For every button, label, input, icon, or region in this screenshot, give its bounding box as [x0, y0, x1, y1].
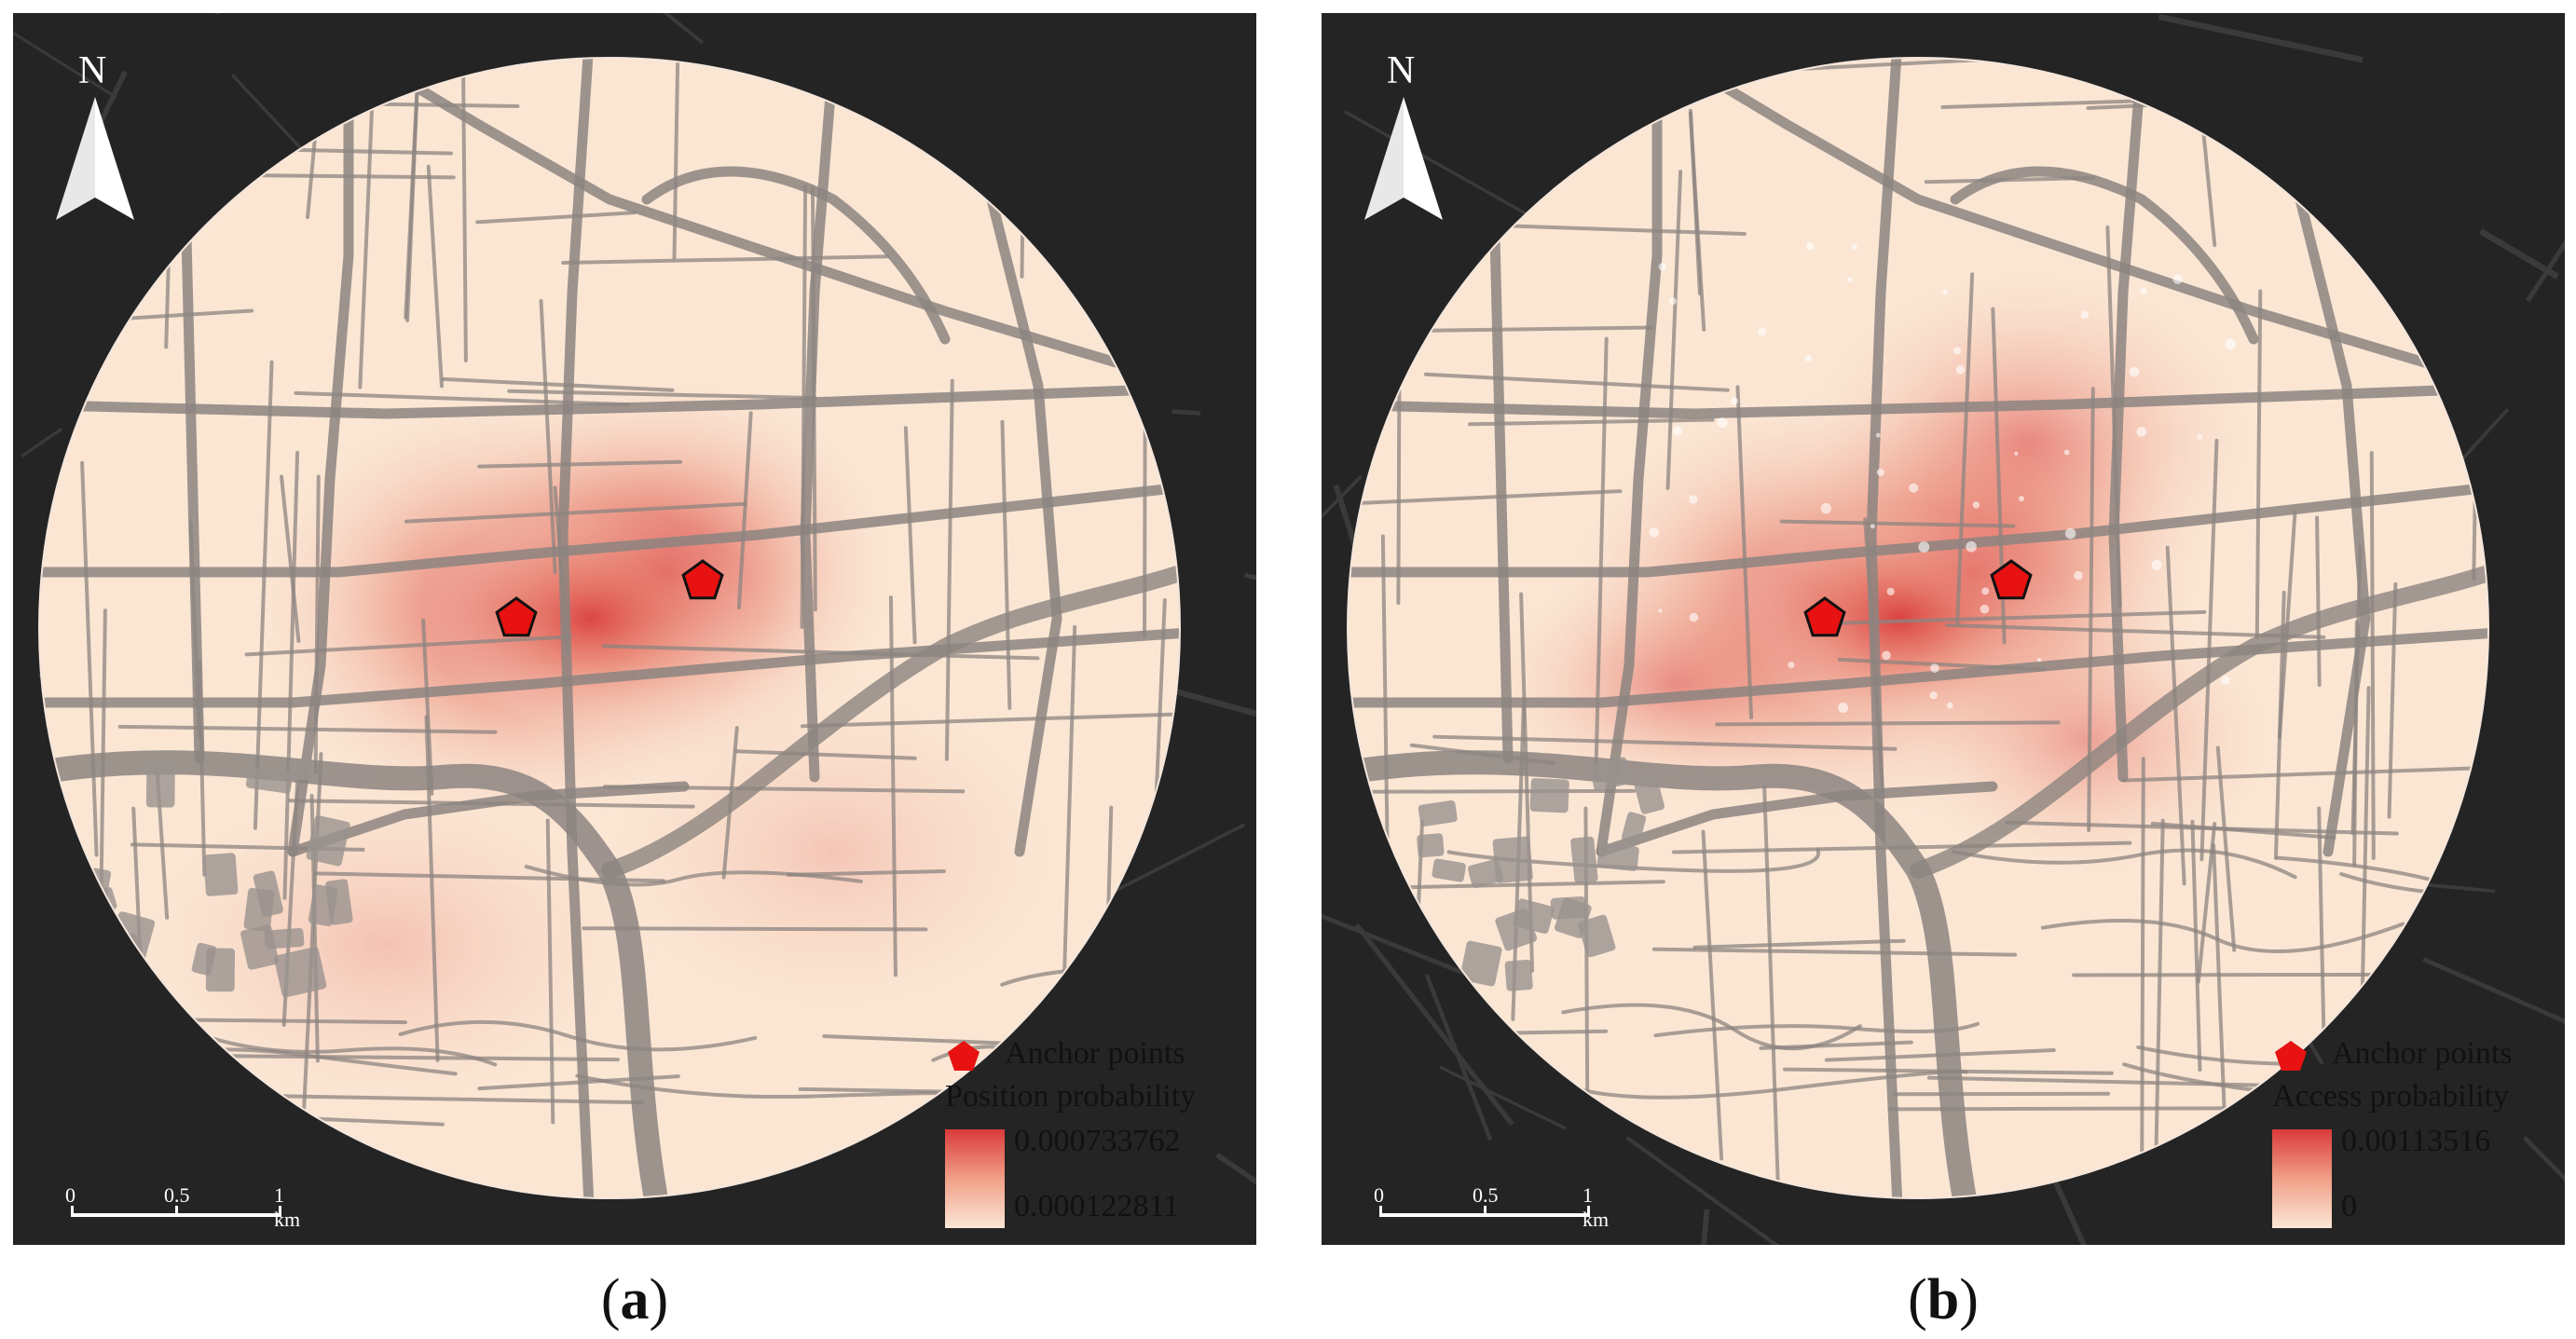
anchor-point — [1803, 596, 1846, 637]
access-hotspots — [1649, 242, 2236, 714]
anchor-point — [681, 559, 724, 600]
legend-color-ramp — [945, 1129, 1005, 1228]
scale-bar-a: 0 0.5 1 km — [60, 1183, 302, 1231]
map-canvas-a — [13, 13, 1256, 1199]
scale-tick — [1484, 1206, 1487, 1217]
scale-label-0: 0 — [1374, 1183, 1384, 1207]
scale-tick — [1587, 1206, 1590, 1217]
scale-label-half: 0.5 — [164, 1183, 190, 1207]
north-label: N — [78, 49, 107, 92]
legend-anchor-label: Anchor points — [1005, 1036, 1185, 1071]
legend-title: Position probability — [945, 1079, 1197, 1114]
scale-tick — [279, 1206, 281, 1217]
panel-caption-b: (b) — [1908, 1268, 1979, 1332]
scale-bar-b: 0 0.5 1 km — [1368, 1183, 1610, 1231]
scale-tick — [175, 1206, 178, 1217]
legend-min-value: 0.000122811 — [1014, 1189, 1180, 1223]
scale-tick — [1379, 1206, 1382, 1217]
scale-label-1km: 1 km — [274, 1183, 301, 1231]
caption-letter: b — [1926, 1268, 1960, 1332]
map-panel-a: N Anchor points Position probability 0.0… — [13, 13, 1256, 1245]
legend-min-value: 0 — [2341, 1189, 2357, 1223]
anchor-point-icon — [2275, 1041, 2307, 1071]
legend-max-value: 0.00113516 — [2341, 1124, 2491, 1158]
legend-max-value: 0.000733762 — [1014, 1124, 1181, 1158]
scale-label-0: 0 — [65, 1183, 75, 1207]
panel-caption-a: (a) — [600, 1268, 669, 1332]
north-label: N — [1387, 49, 1416, 92]
river — [39, 750, 678, 1198]
scale-label-half: 0.5 — [1473, 1183, 1499, 1207]
north-arrow-icon — [1364, 97, 1443, 220]
legend-anchor-label: Anchor points — [2332, 1036, 2513, 1071]
legend-b: Anchor points Access probability 0.00113… — [2272, 1036, 2561, 1241]
legend-color-ramp — [2272, 1129, 2332, 1228]
map-panel-b: N Anchor points Access probability 0.001… — [1322, 13, 2565, 1245]
anchor-point — [1990, 559, 2033, 600]
scale-tick — [71, 1206, 74, 1217]
river — [1348, 750, 1986, 1198]
legend-title: Access probability — [2272, 1079, 2509, 1114]
caption-letter: a — [620, 1268, 650, 1332]
legend-a: Anchor points Position probability 0.000… — [945, 1036, 1253, 1241]
north-arrow-icon — [56, 97, 134, 220]
anchor-point-icon — [948, 1041, 980, 1071]
building-blocks — [1417, 757, 1665, 991]
map-canvas-b — [1322, 13, 2565, 1245]
scale-label-1km: 1 km — [1583, 1183, 1610, 1231]
anchor-point — [495, 596, 538, 637]
